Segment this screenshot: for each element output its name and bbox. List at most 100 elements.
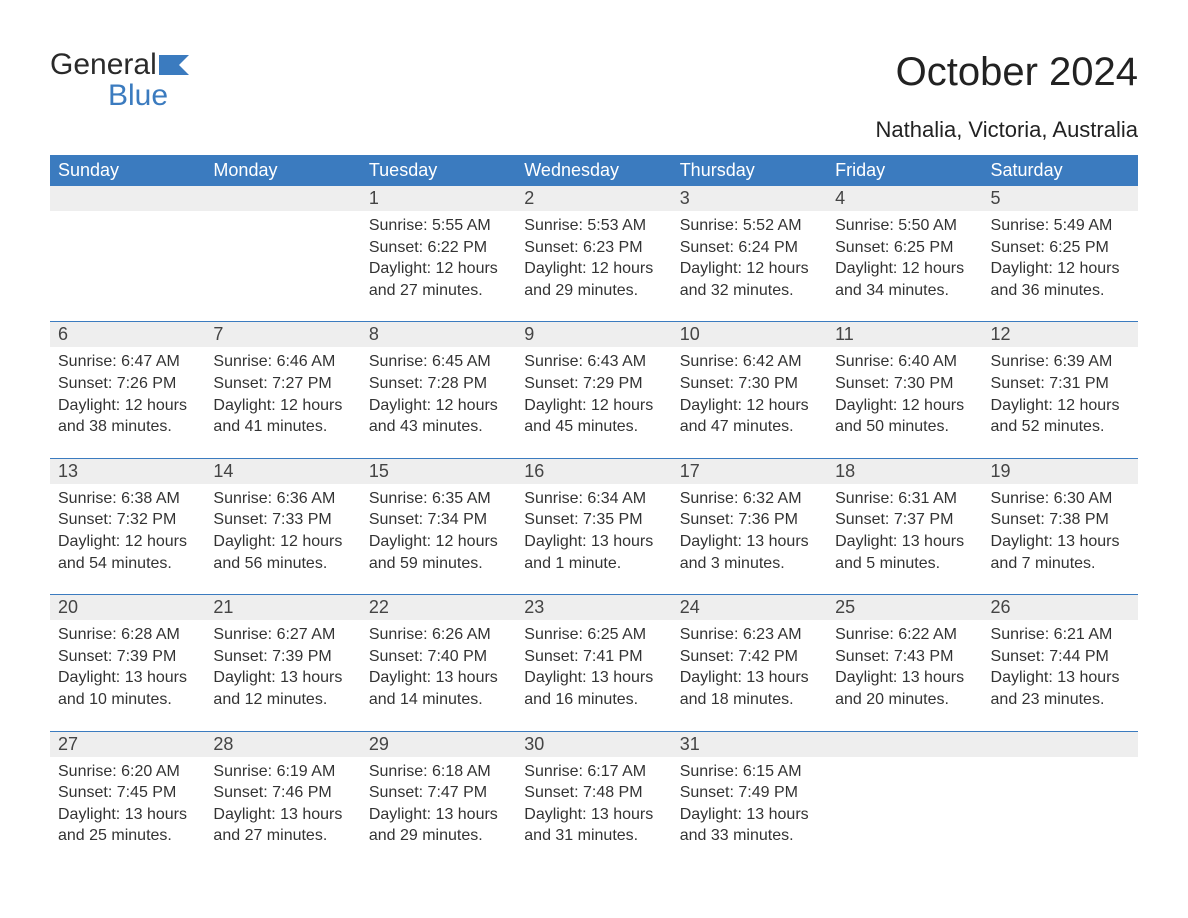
weekday-header: Friday [827, 155, 982, 186]
sunset-text: Sunset: 7:35 PM [524, 509, 663, 531]
sunrise-text: Sunrise: 6:31 AM [835, 488, 974, 510]
day-number: 10 [672, 322, 827, 348]
brand-name-2: Blue [50, 79, 168, 112]
day-number: 24 [672, 595, 827, 621]
day-detail: Sunrise: 5:50 AMSunset: 6:25 PMDaylight:… [827, 211, 982, 322]
daylight-text: Daylight: 13 hours and 1 minute. [524, 531, 663, 574]
weekday-header: Sunday [50, 155, 205, 186]
day-detail: Sunrise: 6:38 AMSunset: 7:32 PMDaylight:… [50, 484, 205, 595]
day-detail: Sunrise: 6:39 AMSunset: 7:31 PMDaylight:… [983, 347, 1138, 458]
weekday-header: Tuesday [361, 155, 516, 186]
day-number [205, 186, 360, 211]
sunrise-text: Sunrise: 5:53 AM [524, 215, 663, 237]
day-detail: Sunrise: 6:20 AMSunset: 7:45 PMDaylight:… [50, 757, 205, 867]
week-daynum-row: 20212223242526 [50, 595, 1138, 621]
weekday-header: Thursday [672, 155, 827, 186]
daylight-text: Daylight: 13 hours and 23 minutes. [991, 667, 1130, 710]
day-number [983, 731, 1138, 757]
sunset-text: Sunset: 7:32 PM [58, 509, 197, 531]
day-number: 16 [516, 458, 671, 484]
sunset-text: Sunset: 7:40 PM [369, 646, 508, 668]
day-detail: Sunrise: 6:43 AMSunset: 7:29 PMDaylight:… [516, 347, 671, 458]
sunrise-text: Sunrise: 6:38 AM [58, 488, 197, 510]
day-detail: Sunrise: 6:32 AMSunset: 7:36 PMDaylight:… [672, 484, 827, 595]
day-detail: Sunrise: 6:25 AMSunset: 7:41 PMDaylight:… [516, 620, 671, 731]
sunrise-text: Sunrise: 6:15 AM [680, 761, 819, 783]
daylight-text: Daylight: 12 hours and 43 minutes. [369, 395, 508, 438]
sunset-text: Sunset: 7:44 PM [991, 646, 1130, 668]
sunset-text: Sunset: 7:36 PM [680, 509, 819, 531]
day-detail: Sunrise: 6:46 AMSunset: 7:27 PMDaylight:… [205, 347, 360, 458]
sunrise-text: Sunrise: 5:55 AM [369, 215, 508, 237]
day-number: 18 [827, 458, 982, 484]
sunset-text: Sunset: 7:38 PM [991, 509, 1130, 531]
sunset-text: Sunset: 7:41 PM [524, 646, 663, 668]
day-number: 7 [205, 322, 360, 348]
week-daynum-row: 6789101112 [50, 322, 1138, 348]
day-detail: Sunrise: 5:53 AMSunset: 6:23 PMDaylight:… [516, 211, 671, 322]
day-number: 25 [827, 595, 982, 621]
page-header: General Blue October 2024 [50, 50, 1138, 111]
sunrise-text: Sunrise: 6:22 AM [835, 624, 974, 646]
sunset-text: Sunset: 7:46 PM [213, 782, 352, 804]
day-detail: Sunrise: 6:21 AMSunset: 7:44 PMDaylight:… [983, 620, 1138, 731]
week-detail-row: Sunrise: 5:55 AMSunset: 6:22 PMDaylight:… [50, 211, 1138, 322]
day-detail: Sunrise: 6:23 AMSunset: 7:42 PMDaylight:… [672, 620, 827, 731]
daylight-text: Daylight: 12 hours and 27 minutes. [369, 258, 508, 301]
weekday-header: Wednesday [516, 155, 671, 186]
sunset-text: Sunset: 7:49 PM [680, 782, 819, 804]
sunrise-text: Sunrise: 6:20 AM [58, 761, 197, 783]
daylight-text: Daylight: 12 hours and 56 minutes. [213, 531, 352, 574]
day-detail: Sunrise: 5:52 AMSunset: 6:24 PMDaylight:… [672, 211, 827, 322]
daylight-text: Daylight: 13 hours and 18 minutes. [680, 667, 819, 710]
sunrise-text: Sunrise: 6:36 AM [213, 488, 352, 510]
day-number: 17 [672, 458, 827, 484]
daylight-text: Daylight: 13 hours and 16 minutes. [524, 667, 663, 710]
daylight-text: Daylight: 12 hours and 29 minutes. [524, 258, 663, 301]
sunrise-text: Sunrise: 6:21 AM [991, 624, 1130, 646]
day-number: 1 [361, 186, 516, 211]
day-detail: Sunrise: 5:55 AMSunset: 6:22 PMDaylight:… [361, 211, 516, 322]
daylight-text: Daylight: 13 hours and 12 minutes. [213, 667, 352, 710]
sunset-text: Sunset: 7:37 PM [835, 509, 974, 531]
sunrise-text: Sunrise: 6:28 AM [58, 624, 197, 646]
daylight-text: Daylight: 12 hours and 41 minutes. [213, 395, 352, 438]
day-number: 4 [827, 186, 982, 211]
day-number: 12 [983, 322, 1138, 348]
weekday-header-row: Sunday Monday Tuesday Wednesday Thursday… [50, 155, 1138, 186]
sunset-text: Sunset: 7:27 PM [213, 373, 352, 395]
brand-logo: General Blue [50, 50, 189, 111]
daylight-text: Daylight: 13 hours and 14 minutes. [369, 667, 508, 710]
daylight-text: Daylight: 13 hours and 29 minutes. [369, 804, 508, 847]
daylight-text: Daylight: 13 hours and 7 minutes. [991, 531, 1130, 574]
sunset-text: Sunset: 7:31 PM [991, 373, 1130, 395]
day-number: 14 [205, 458, 360, 484]
sunset-text: Sunset: 7:30 PM [680, 373, 819, 395]
day-detail: Sunrise: 6:31 AMSunset: 7:37 PMDaylight:… [827, 484, 982, 595]
calendar-table: Sunday Monday Tuesday Wednesday Thursday… [50, 155, 1138, 867]
sunrise-text: Sunrise: 6:23 AM [680, 624, 819, 646]
daylight-text: Daylight: 12 hours and 45 minutes. [524, 395, 663, 438]
sunset-text: Sunset: 6:25 PM [835, 237, 974, 259]
day-detail: Sunrise: 6:17 AMSunset: 7:48 PMDaylight:… [516, 757, 671, 867]
day-detail: Sunrise: 6:22 AMSunset: 7:43 PMDaylight:… [827, 620, 982, 731]
day-number: 28 [205, 731, 360, 757]
day-number: 21 [205, 595, 360, 621]
daylight-text: Daylight: 13 hours and 31 minutes. [524, 804, 663, 847]
location-subtitle: Nathalia, Victoria, Australia [50, 117, 1138, 143]
day-number: 27 [50, 731, 205, 757]
sunrise-text: Sunrise: 6:47 AM [58, 351, 197, 373]
flag-icon [159, 51, 189, 81]
sunset-text: Sunset: 7:45 PM [58, 782, 197, 804]
day-detail: Sunrise: 6:36 AMSunset: 7:33 PMDaylight:… [205, 484, 360, 595]
weekday-header: Saturday [983, 155, 1138, 186]
sunset-text: Sunset: 7:42 PM [680, 646, 819, 668]
day-detail [983, 757, 1138, 867]
day-number: 13 [50, 458, 205, 484]
sunset-text: Sunset: 7:47 PM [369, 782, 508, 804]
day-number: 29 [361, 731, 516, 757]
daylight-text: Daylight: 13 hours and 10 minutes. [58, 667, 197, 710]
week-detail-row: Sunrise: 6:28 AMSunset: 7:39 PMDaylight:… [50, 620, 1138, 731]
day-number: 6 [50, 322, 205, 348]
week-daynum-row: 13141516171819 [50, 458, 1138, 484]
